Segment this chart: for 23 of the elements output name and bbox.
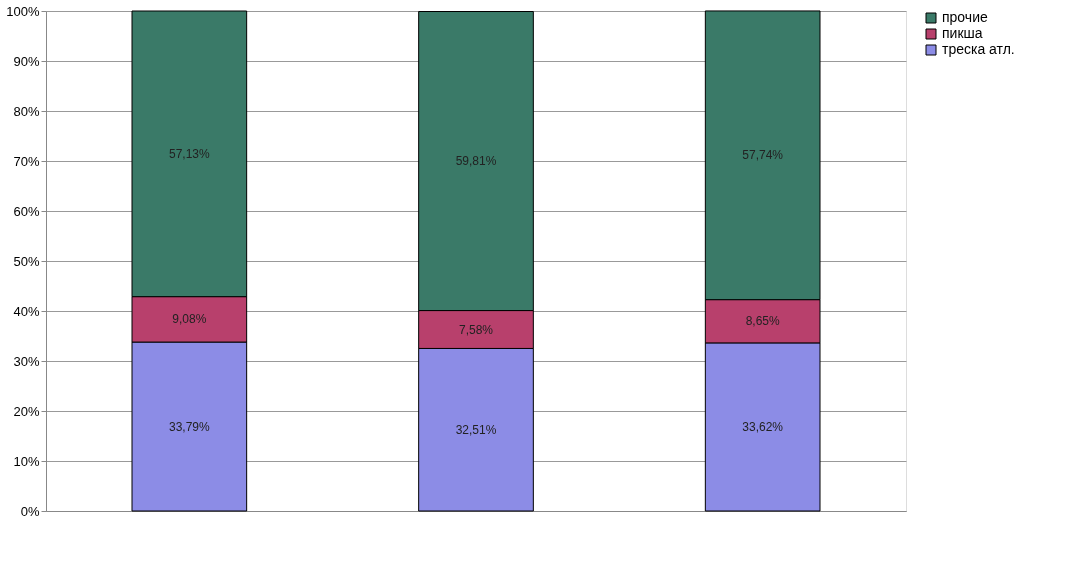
data-label: 32,51% [455, 422, 497, 437]
data-label: 9,08% [172, 312, 207, 327]
y-tick-label: 60% [13, 203, 40, 219]
legend-label: треска атл. [942, 41, 1015, 57]
data-label: 8,65% [745, 314, 781, 329]
y-tick-label: 100% [6, 3, 40, 19]
y-tick-label: 20% [13, 403, 40, 419]
y-tick-label: 40% [13, 303, 40, 319]
data-label: 33,62% [742, 419, 784, 434]
y-tick-label: 0% [20, 503, 40, 519]
legend-label: прочие [942, 9, 988, 25]
y-tick-label: 90% [13, 53, 40, 69]
y-tick-label: 50% [13, 253, 40, 269]
legend-label: пикша [942, 25, 983, 41]
y-tick-label: 30% [13, 353, 40, 369]
data-label: 33,79% [168, 419, 211, 434]
data-label: 7,58% [458, 322, 494, 337]
y-tick-label: 70% [13, 153, 40, 169]
y-tick-label: 80% [13, 103, 40, 119]
y-tick-label: 10% [13, 453, 40, 469]
data-label: 57,74% [742, 148, 784, 163]
data-label: 57,13% [168, 146, 211, 161]
data-label: 59,81% [455, 154, 497, 169]
